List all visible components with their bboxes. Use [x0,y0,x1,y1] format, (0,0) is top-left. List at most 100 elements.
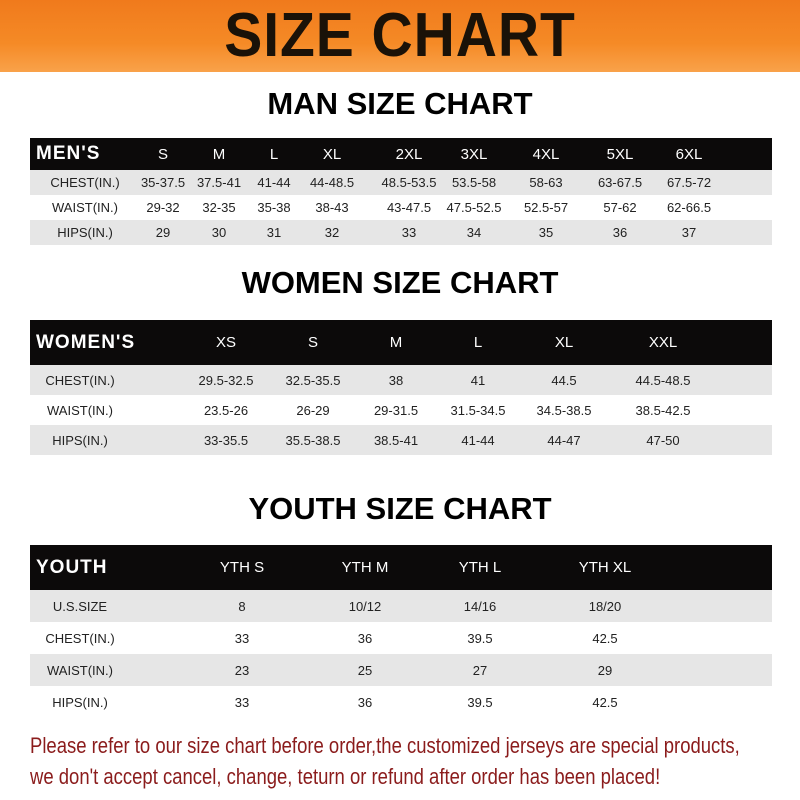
table-cell: 35 [538,225,554,240]
table-cell: 33 [234,694,250,710]
table-cell: 62-66.5 [666,200,712,215]
size-chart-banner: SIZE CHART [0,0,800,72]
table-cell: 42.5 [592,630,618,646]
size-header-cell: S [307,334,319,351]
table-cell: 33 [234,630,250,646]
table-header-row: MEN'S S M L XL 2XL 3XL 4XL 5XL 6XL [30,138,772,170]
table-row: HIPS(IN.) 29 30 31 32 33 34 35 36 37 [30,220,772,245]
table-cell: 31.5-34.5 [450,402,506,418]
table-cell: 31 [266,225,282,240]
table-cell: 33 [401,225,417,240]
table-cell: 35.5-38.5 [285,432,341,448]
table-row: WAIST(IN.) 23 25 27 29 [30,654,772,686]
table-row: U.S.SIZE 8 10/12 14/16 18/20 [30,590,772,622]
table-cell: 23.5-26 [203,402,249,418]
table-row: WAIST(IN.) 23.5-26 26-29 29-31.5 31.5-34.5 34… [30,395,772,425]
size-header-cell: 5XL [606,145,634,163]
size-header-cell: YTH S [219,559,265,576]
row-label: HIPS(IN.) [57,225,113,240]
table-cell: 10/12 [348,598,382,614]
table-cell: 37 [681,225,697,240]
table-cell: 44-48.5 [309,175,355,190]
row-label: WAIST(IN.) [52,200,118,215]
table-cell: 14/16 [463,598,497,614]
size-header-cell: M [389,334,403,351]
table-cell: 35-38 [257,200,291,215]
size-header-cell: L [473,334,483,351]
table-cell: 38.5-42.5 [635,402,691,418]
table-cell: 27 [472,662,488,678]
table-cell: 38 [388,372,404,388]
table-row: CHEST(IN.) 33 36 39.5 42.5 [30,622,772,654]
table-cell: 34.5-38.5 [536,402,592,418]
table-header-row: WOMEN'S XS S M L XL XXL [30,320,772,365]
row-label: WAIST(IN.) [47,662,113,678]
banner-title: SIZE CHART [224,1,576,70]
table-cell: 36 [357,630,373,646]
youth-size-table: YOUTH YTH S YTH M YTH L YTH XL U.S.SIZE 8 10/12… [30,545,772,718]
table-cell: 29 [155,225,171,240]
table-cell: 63-67.5 [597,175,643,190]
women-section-title: WOMEN SIZE CHART [241,265,559,300]
table-cell: 25 [357,662,373,678]
row-label: CHEST(IN.) [50,175,120,190]
table-cell: 8 [238,598,246,614]
table-header-row: YOUTH YTH S YTH M YTH L YTH XL [30,545,772,590]
size-header-cell: XXL [648,334,678,351]
table-cell: 41 [470,372,486,388]
table-cell: 29-31.5 [373,402,419,418]
table-cell: 48.5-53.5 [381,175,437,190]
size-header-cell: XL [554,334,574,351]
table-cell: 36 [357,694,373,710]
table-cell: 41-44 [461,432,495,448]
table-cell: 32 [324,225,340,240]
table-cell: 44.5 [551,372,577,388]
row-label: CHEST(IN.) [45,372,115,388]
table-cell: 53.5-58 [451,175,497,190]
table-cell: 37.5-41 [196,175,242,190]
row-label: WAIST(IN.) [47,402,113,418]
table-row: WAIST(IN.) 29-32 32-35 35-38 38-43 43-47.5 47.… [30,195,772,220]
women-size-table: WOMEN'S XS S M L XL XXL CHEST(IN.) 29.5-32.5 32.5… [30,320,772,455]
table-cell: 58-63 [529,175,563,190]
size-header-cell: XL [322,145,342,163]
table-cell: 57-62 [603,200,637,215]
table-cell: 29-32 [146,200,180,215]
table-row: HIPS(IN.) 33 36 39.5 42.5 [30,686,772,718]
table-row: HIPS(IN.) 33-35.5 35.5-38.5 38.5-41 41-44 44-… [30,425,772,455]
size-header-cell: 3XL [460,145,488,163]
table-cell: 33-35.5 [203,432,249,448]
table-cell: 44.5-48.5 [635,372,691,388]
table-title-cell: WOMEN'S [36,331,136,353]
men-section-title: MAN SIZE CHART [267,86,533,121]
notice-line-2: we don't accept cancel, change, teturn o… [30,764,661,789]
size-header-cell: L [269,145,279,163]
row-label: CHEST(IN.) [45,630,115,646]
table-cell: 38-43 [315,200,349,215]
size-header-cell: 4XL [532,145,560,163]
table-row: CHEST(IN.) 29.5-32.5 32.5-35.5 38 41 44.5 44.5… [30,365,772,395]
table-cell: 67.5-72 [666,175,712,190]
table-cell: 32-35 [202,200,236,215]
table-cell: 32.5-35.5 [285,372,341,388]
table-cell: 36 [612,225,628,240]
size-header-cell: YTH M [341,559,389,576]
table-cell: 29 [597,662,613,678]
table-cell: 26-29 [296,402,330,418]
youth-section-title: YOUTH SIZE CHART [248,491,552,526]
table-cell: 35-37.5 [140,175,186,190]
notice-line-1: Please refer to our size chart before or… [30,733,740,758]
table-cell: 23 [234,662,250,678]
table-title-cell: MEN'S [36,143,101,164]
table-row: CHEST(IN.) 35-37.5 37.5-41 41-44 44-48.5 48.5… [30,170,772,195]
table-cell: 18/20 [588,598,622,614]
table-cell: 30 [211,225,227,240]
table-cell: 47.5-52.5 [446,200,502,215]
table-title-cell: YOUTH [36,556,108,578]
row-label: HIPS(IN.) [52,694,108,710]
row-label: U.S.SIZE [52,598,108,614]
table-cell: 44-47 [547,432,581,448]
table-cell: 41-44 [257,175,291,190]
table-cell: 39.5 [467,694,493,710]
size-header-cell: S [157,145,169,163]
